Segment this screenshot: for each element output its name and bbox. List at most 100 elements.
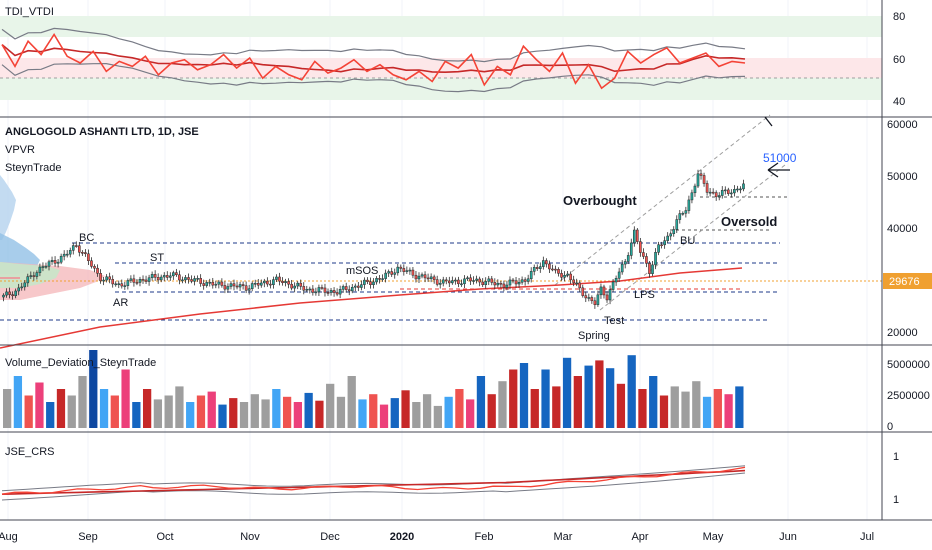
candle-body xyxy=(317,287,321,293)
candle-body xyxy=(599,286,603,296)
volume-bar xyxy=(304,392,313,428)
candle-body xyxy=(232,283,236,287)
volume-bar xyxy=(89,350,98,428)
arrow-top-icon xyxy=(764,116,773,127)
volume-bar xyxy=(595,360,604,428)
candle-body xyxy=(617,271,621,279)
candle-body xyxy=(114,283,118,286)
candle-body xyxy=(696,173,700,187)
volume-bar xyxy=(250,394,259,428)
candle-body xyxy=(8,291,11,295)
crs-label: JSE_CRS xyxy=(5,446,55,458)
candle-body xyxy=(672,229,676,234)
candle-body xyxy=(296,282,299,287)
candle-body xyxy=(572,279,575,284)
candle-body xyxy=(602,286,606,296)
annotation-overbought: Overbought xyxy=(563,193,637,208)
candle-body xyxy=(223,285,227,290)
candle-body xyxy=(717,195,721,198)
candle-body xyxy=(481,281,484,285)
candle-body xyxy=(150,274,154,279)
candle-body xyxy=(32,275,36,277)
candle-body xyxy=(660,244,663,246)
candle-body xyxy=(499,282,503,285)
candle-body xyxy=(347,289,351,292)
price-pane[interactable]: BC AR ST mSOS Spring Test LPS BU 51000 O… xyxy=(0,114,932,349)
candle-body xyxy=(736,188,739,191)
candle-body xyxy=(108,276,111,280)
candle-body xyxy=(535,267,539,269)
candle-body xyxy=(448,280,451,284)
candle-body xyxy=(126,280,130,286)
candle-body xyxy=(102,279,105,282)
candle-body xyxy=(153,274,157,278)
tdi-upper-band xyxy=(1,27,746,63)
candle-body xyxy=(720,190,724,196)
tdi-pane[interactable]: TDI_VTDI 80 60 40 xyxy=(0,6,905,108)
candle-body xyxy=(402,268,406,272)
x-label-may: May xyxy=(703,531,724,543)
candle-body xyxy=(241,284,245,286)
volume-pane[interactable]: Volume_Deviation_SteynTrade 5000000 2500… xyxy=(3,350,930,433)
volume-bar xyxy=(78,376,87,428)
tdi-tick-40: 40 xyxy=(893,96,905,108)
x-label-aug: Aug xyxy=(0,531,18,543)
candle-body xyxy=(620,263,624,273)
tdi-signal-line xyxy=(1,43,746,74)
candle-body xyxy=(690,192,694,201)
candle-body xyxy=(165,275,169,278)
candle-body xyxy=(520,279,524,283)
candle-body xyxy=(632,229,636,244)
volume-bar xyxy=(272,389,281,428)
candle-body xyxy=(53,260,57,264)
candle-body xyxy=(463,278,466,285)
time-axis[interactable]: Aug Sep Oct Nov Dec 2020 Feb Mar Apr May… xyxy=(0,531,874,543)
candle-body xyxy=(560,273,563,278)
candle-body xyxy=(244,285,248,291)
candle-body xyxy=(408,269,412,272)
candle-body xyxy=(187,277,190,280)
candle-body xyxy=(505,284,509,288)
volume-bar xyxy=(132,402,141,428)
candle-body xyxy=(693,185,697,194)
candle-body xyxy=(366,279,369,282)
volume-bar xyxy=(229,398,238,428)
candle-body xyxy=(444,279,448,282)
candle-body xyxy=(41,266,45,268)
crs-pane[interactable]: JSE_CRS 1 1 xyxy=(1,446,899,506)
candle-body xyxy=(117,283,121,285)
volume-tick-0: 0 xyxy=(887,421,893,433)
candle-body xyxy=(657,244,660,253)
symbol-title: ANGLOGOLD ASHANTI LTD, 1D, JSE xyxy=(5,126,199,138)
tdi-oversold-zone xyxy=(0,78,882,100)
volume-bar xyxy=(369,394,378,428)
candle-body xyxy=(253,282,257,285)
volume-bar xyxy=(293,402,303,428)
annotation-lps: LPS xyxy=(634,289,655,301)
candle-body xyxy=(605,294,609,301)
candle-body xyxy=(26,276,30,284)
volume-bar xyxy=(239,402,249,428)
candle-body xyxy=(272,279,275,285)
candle-body xyxy=(281,280,284,284)
candle-body xyxy=(323,287,327,293)
volume-bar xyxy=(218,404,227,428)
price-tick-50000: 50000 xyxy=(887,171,918,183)
candle-body xyxy=(363,279,366,285)
volume-bar xyxy=(606,368,615,428)
volume-bar xyxy=(659,395,669,428)
candle-body xyxy=(344,286,348,290)
crs-tick-upper: 1 xyxy=(893,451,899,463)
volume-bar xyxy=(196,395,206,428)
volume-bar xyxy=(13,376,23,428)
candle-body xyxy=(175,272,178,276)
candle-body xyxy=(666,235,669,241)
x-label-feb: Feb xyxy=(475,531,494,543)
candle-body xyxy=(199,278,202,284)
candle-body xyxy=(11,294,14,297)
candle-body xyxy=(47,261,51,267)
candle-body xyxy=(472,280,475,282)
candle-body xyxy=(502,283,506,288)
candle-body xyxy=(147,277,151,282)
